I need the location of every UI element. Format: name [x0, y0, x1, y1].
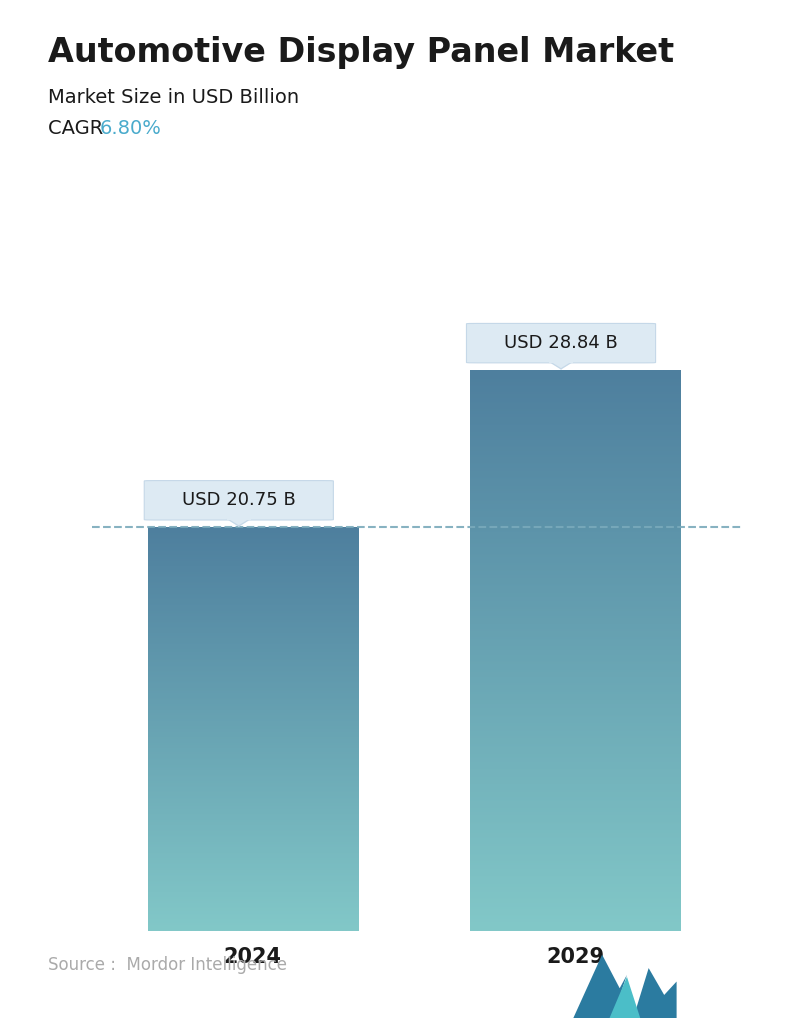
FancyBboxPatch shape	[144, 481, 334, 520]
Polygon shape	[573, 954, 627, 1018]
Text: Market Size in USD Billion: Market Size in USD Billion	[48, 88, 298, 107]
Polygon shape	[550, 362, 572, 369]
Text: CAGR: CAGR	[48, 119, 109, 138]
Polygon shape	[610, 977, 641, 1018]
Text: Automotive Display Panel Market: Automotive Display Panel Market	[48, 36, 674, 69]
Text: USD 28.84 B: USD 28.84 B	[504, 334, 618, 353]
Polygon shape	[633, 968, 677, 1018]
Polygon shape	[228, 519, 250, 526]
FancyBboxPatch shape	[466, 324, 656, 363]
Text: Source :  Mordor Intelligence: Source : Mordor Intelligence	[48, 956, 287, 974]
Text: USD 20.75 B: USD 20.75 B	[182, 491, 295, 510]
Text: 6.80%: 6.80%	[100, 119, 162, 138]
